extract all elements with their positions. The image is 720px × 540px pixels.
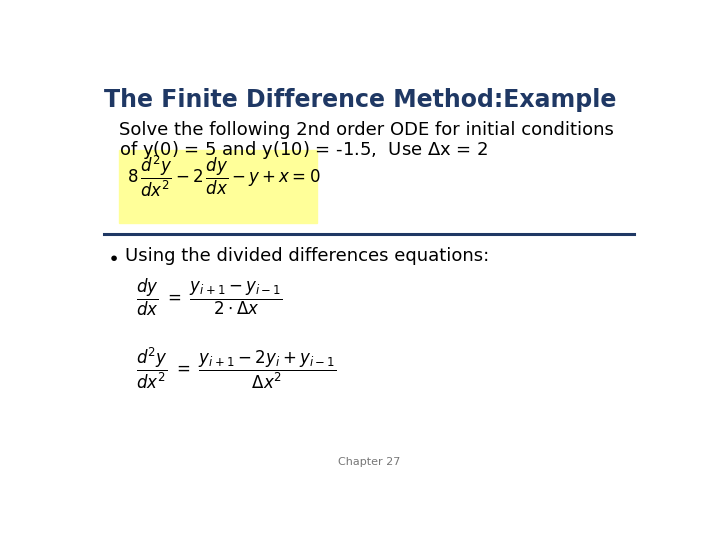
- Text: $8\,\dfrac{d^2y}{dx^2}-2\,\dfrac{dy}{dx}-y+x=0$: $8\,\dfrac{d^2y}{dx^2}-2\,\dfrac{dy}{dx}…: [127, 153, 320, 199]
- Text: Solve the following 2nd order ODE for initial conditions: Solve the following 2nd order ODE for in…: [120, 121, 614, 139]
- Text: $\dfrac{d^2y}{dx^2}\ =\ \dfrac{y_{i+1}-2y_i+y_{i-1}}{\Delta x^2}$: $\dfrac{d^2y}{dx^2}\ =\ \dfrac{y_{i+1}-2…: [137, 346, 337, 392]
- Text: $\dfrac{dy}{dx}\ =\ \dfrac{y_{i+1}-y_{i-1}}{2\cdot\Delta x}$: $\dfrac{dy}{dx}\ =\ \dfrac{y_{i+1}-y_{i-…: [137, 276, 283, 318]
- Text: Using the divided differences equations:: Using the divided differences equations:: [125, 247, 489, 265]
- Text: $\bullet$: $\bullet$: [107, 247, 118, 266]
- Text: The Finite Difference Method:Example: The Finite Difference Method:Example: [104, 88, 616, 112]
- Text: Chapter 27: Chapter 27: [338, 457, 400, 467]
- Text: of y(0) = 5 and y(10) = -1.5,  Use $\Delta$x = 2: of y(0) = 5 and y(10) = -1.5, Use $\Delt…: [120, 139, 489, 161]
- FancyBboxPatch shape: [120, 150, 317, 222]
